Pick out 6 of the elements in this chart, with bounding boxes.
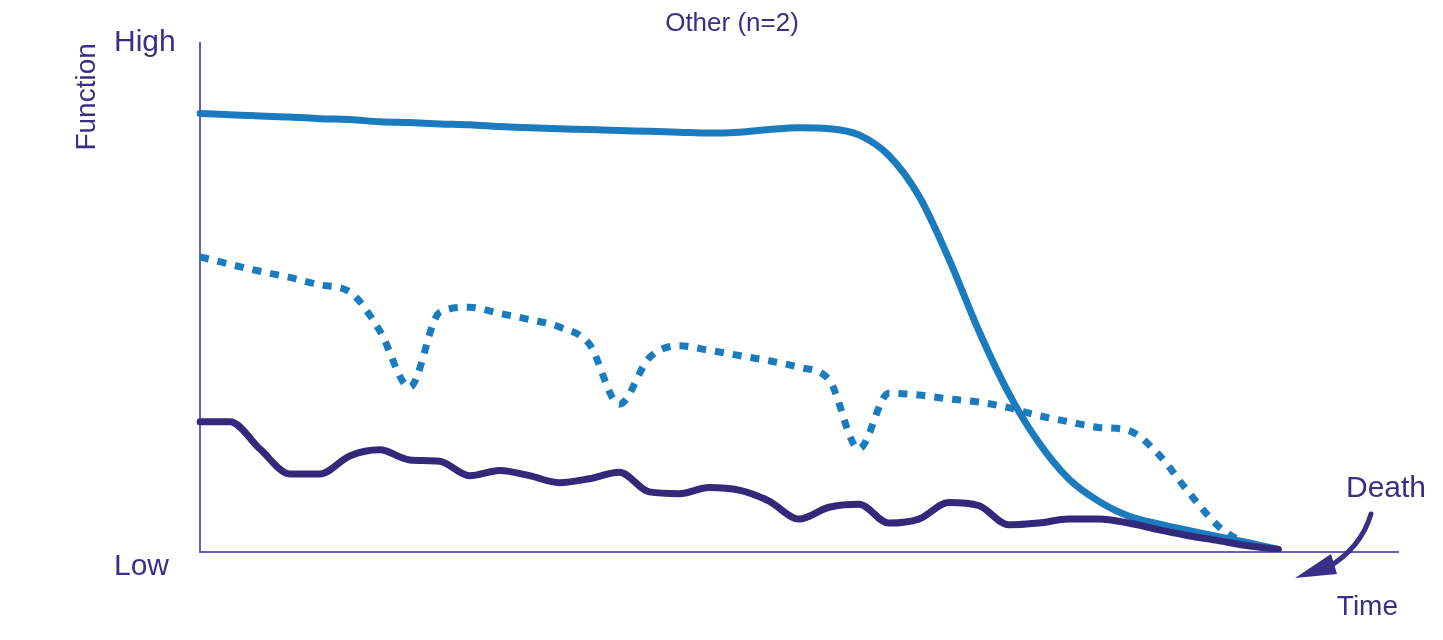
x-axis-title: Time [1336, 589, 1398, 621]
text: High [114, 24, 176, 58]
chart-title: Other (n=2) [665, 6, 799, 37]
y-axis-title: Function [69, 43, 101, 151]
text: Low [114, 548, 170, 582]
annotation: Death [1346, 470, 1427, 504]
